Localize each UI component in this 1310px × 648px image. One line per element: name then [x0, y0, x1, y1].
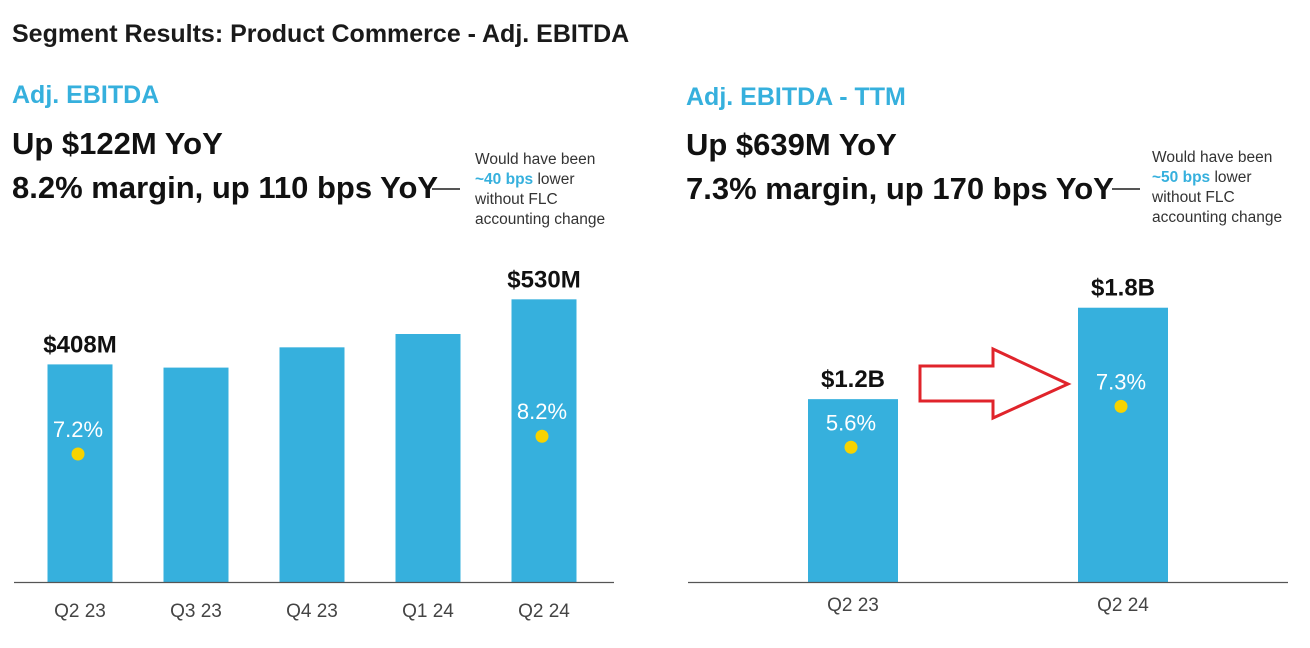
right-bar-q2-23 [808, 399, 898, 582]
left-bar-q3-23 [163, 367, 229, 582]
left-note-line4: accounting change [475, 211, 606, 228]
left-headline-margin: 8.2% margin, up 110 bps YoY [12, 170, 439, 205]
left-note-connector [432, 188, 460, 190]
right-margin-label: 7.3% [1096, 369, 1146, 394]
right-bar-q2-24 [1078, 307, 1168, 582]
left-headline-yoy: Up $122M YoY [12, 126, 223, 161]
left-footnote: Would have been ~40 bps lower without FL… [475, 150, 605, 230]
right-category-label: Q2 23 [827, 595, 879, 616]
left-note-line2-rest: lower [533, 171, 575, 188]
right-headline-yoy: Up $639M YoY [686, 127, 897, 162]
right-value-label: $1.8B [1091, 275, 1155, 302]
right-value-label: $1.2B [821, 366, 885, 393]
left-margin-dot [71, 447, 85, 461]
left-note-line3: without FLC [475, 191, 558, 208]
left-note-line2: ~40 bps lower [475, 170, 605, 190]
right-margin-dot [1114, 399, 1128, 413]
right-note-line4: accounting change [1152, 209, 1283, 226]
right-section-title: Adj. EBITDA - TTM [686, 83, 906, 111]
right-note-line2-rest: lower [1210, 169, 1252, 186]
left-margin-dot [535, 429, 549, 443]
left-bar-q1-24 [395, 334, 461, 582]
left-category-label: Q2 24 [518, 601, 570, 622]
left-margin-label: 8.2% [517, 399, 567, 424]
right-note-line2: ~50 bps lower [1152, 168, 1282, 188]
left-category-label: Q1 24 [402, 601, 454, 622]
left-ebitda-chart: $408M 7.2% Q2 23 Q3 23 Q4 23 Q1 24 $530M 8.2% Q2… [14, 266, 614, 622]
right-note-line1: Would have been [1152, 149, 1273, 166]
left-category-label: Q3 23 [170, 601, 222, 622]
right-category-label: Q2 24 [1097, 595, 1149, 616]
trend-arrow-icon [918, 346, 1072, 421]
right-ttm-chart: $1.2B 5.6% Q2 23 $1.8B 7.3% Q2 24 [688, 275, 1288, 616]
right-note-connector [1112, 188, 1140, 190]
right-margin-dot [844, 440, 858, 454]
left-bar-q4-23 [279, 347, 345, 582]
left-note-highlight: ~40 bps [475, 171, 534, 188]
left-margin-label: 7.2% [53, 417, 103, 442]
left-bar-q2-23 [47, 364, 113, 582]
left-value-label: $408M [43, 331, 116, 358]
right-headline-margin: 7.3% margin, up 170 bps YoY [686, 171, 1114, 206]
left-category-label: Q4 23 [286, 601, 338, 622]
right-footnote: Would have been ~50 bps lower without FL… [1152, 148, 1282, 228]
left-value-label: $530M [507, 266, 580, 293]
right-note-highlight: ~50 bps [1152, 169, 1211, 186]
right-margin-label: 5.6% [826, 410, 876, 435]
page-title: Segment Results: Product Commerce - Adj.… [12, 20, 630, 48]
left-category-label: Q2 23 [54, 601, 106, 622]
left-section-title: Adj. EBITDA [12, 81, 160, 109]
right-note-line3: without FLC [1152, 189, 1235, 206]
left-note-line1: Would have been [475, 151, 596, 168]
